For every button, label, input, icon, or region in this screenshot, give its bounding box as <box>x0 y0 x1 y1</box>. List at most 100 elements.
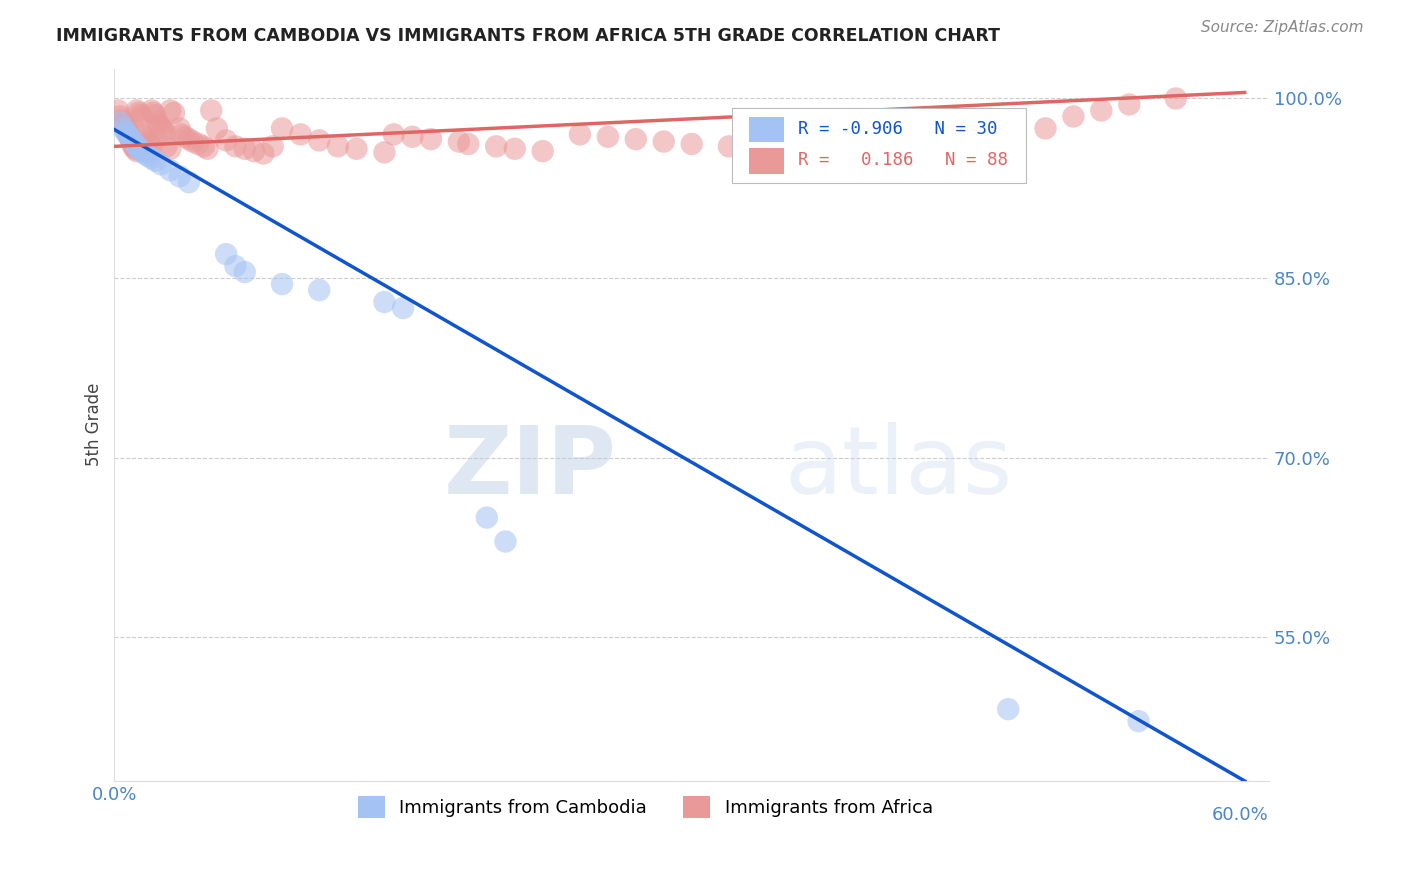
Point <box>205 121 228 136</box>
Point <box>112 115 135 129</box>
Point <box>346 142 368 156</box>
Point <box>200 103 222 118</box>
Point <box>193 139 215 153</box>
Point <box>1118 97 1140 112</box>
Point <box>114 120 136 135</box>
Point <box>252 146 274 161</box>
Point <box>155 139 177 153</box>
Text: ZIP: ZIP <box>444 422 617 514</box>
Point <box>112 121 135 136</box>
Legend: Immigrants from Cambodia, Immigrants from Africa: Immigrants from Cambodia, Immigrants fro… <box>350 789 941 825</box>
Point <box>136 149 159 163</box>
Point <box>503 142 526 156</box>
Point <box>997 136 1019 151</box>
Point <box>866 128 889 142</box>
Point <box>401 129 423 144</box>
Point <box>308 283 330 297</box>
Point <box>125 139 148 153</box>
Point <box>124 142 146 156</box>
Point <box>124 136 146 151</box>
Text: Source: ZipAtlas.com: Source: ZipAtlas.com <box>1201 20 1364 35</box>
Point <box>177 175 200 189</box>
Point <box>197 142 219 156</box>
Text: atlas: atlas <box>785 422 1012 514</box>
Point <box>131 144 153 158</box>
Point <box>233 142 256 156</box>
Point <box>141 151 163 165</box>
Point <box>717 139 740 153</box>
Point <box>1128 714 1150 728</box>
Point <box>117 122 139 136</box>
Point <box>141 103 163 118</box>
Point <box>997 702 1019 716</box>
Point <box>308 133 330 147</box>
Point <box>326 139 349 153</box>
Point <box>122 136 145 151</box>
Point <box>624 132 647 146</box>
Point <box>373 295 395 310</box>
Point <box>568 128 591 142</box>
Point <box>118 128 141 142</box>
Point <box>122 135 145 149</box>
Point <box>170 128 193 142</box>
Point <box>159 163 181 178</box>
Point <box>1062 110 1084 124</box>
Point <box>149 157 172 171</box>
Point <box>215 133 238 147</box>
Point <box>159 103 181 118</box>
Point <box>149 120 172 135</box>
FancyBboxPatch shape <box>749 148 785 174</box>
Point <box>290 128 312 142</box>
Point <box>745 121 768 136</box>
Point <box>652 135 675 149</box>
FancyBboxPatch shape <box>733 108 1026 183</box>
Point <box>382 128 405 142</box>
Point <box>118 129 141 144</box>
Point <box>224 259 246 273</box>
Point <box>495 534 517 549</box>
Point <box>1164 91 1187 105</box>
Point <box>960 135 983 149</box>
Point <box>830 139 852 153</box>
Point <box>114 125 136 139</box>
Point <box>117 125 139 139</box>
Point <box>1035 121 1057 136</box>
Point <box>177 132 200 146</box>
Point <box>271 277 294 291</box>
Text: R =   0.186   N = 88: R = 0.186 N = 88 <box>797 152 1008 169</box>
Point <box>125 144 148 158</box>
Point <box>181 135 204 149</box>
Point <box>107 103 129 118</box>
Point <box>243 144 266 158</box>
Point <box>1090 103 1112 118</box>
Point <box>120 135 142 149</box>
Point <box>224 139 246 153</box>
Point <box>139 136 162 151</box>
Point <box>120 132 142 146</box>
Y-axis label: 5th Grade: 5th Grade <box>86 383 103 467</box>
Point <box>373 145 395 160</box>
Point <box>134 146 156 161</box>
Point <box>135 132 157 146</box>
Point <box>153 125 176 139</box>
Point <box>145 153 167 168</box>
Point <box>120 132 142 146</box>
Text: R = -0.906   N = 30: R = -0.906 N = 30 <box>797 120 997 137</box>
Point <box>174 129 197 144</box>
Point <box>152 122 174 136</box>
Point <box>681 136 703 151</box>
Point <box>112 118 135 132</box>
Point <box>420 132 443 146</box>
Point <box>108 115 131 129</box>
Point <box>271 121 294 136</box>
Point <box>128 142 150 156</box>
Point <box>131 128 153 142</box>
Point <box>485 139 508 153</box>
Point <box>141 139 163 153</box>
Point <box>475 510 498 524</box>
Point <box>262 139 284 153</box>
Point <box>447 135 470 149</box>
Point <box>531 144 554 158</box>
Point <box>125 103 148 118</box>
Point <box>146 115 169 129</box>
